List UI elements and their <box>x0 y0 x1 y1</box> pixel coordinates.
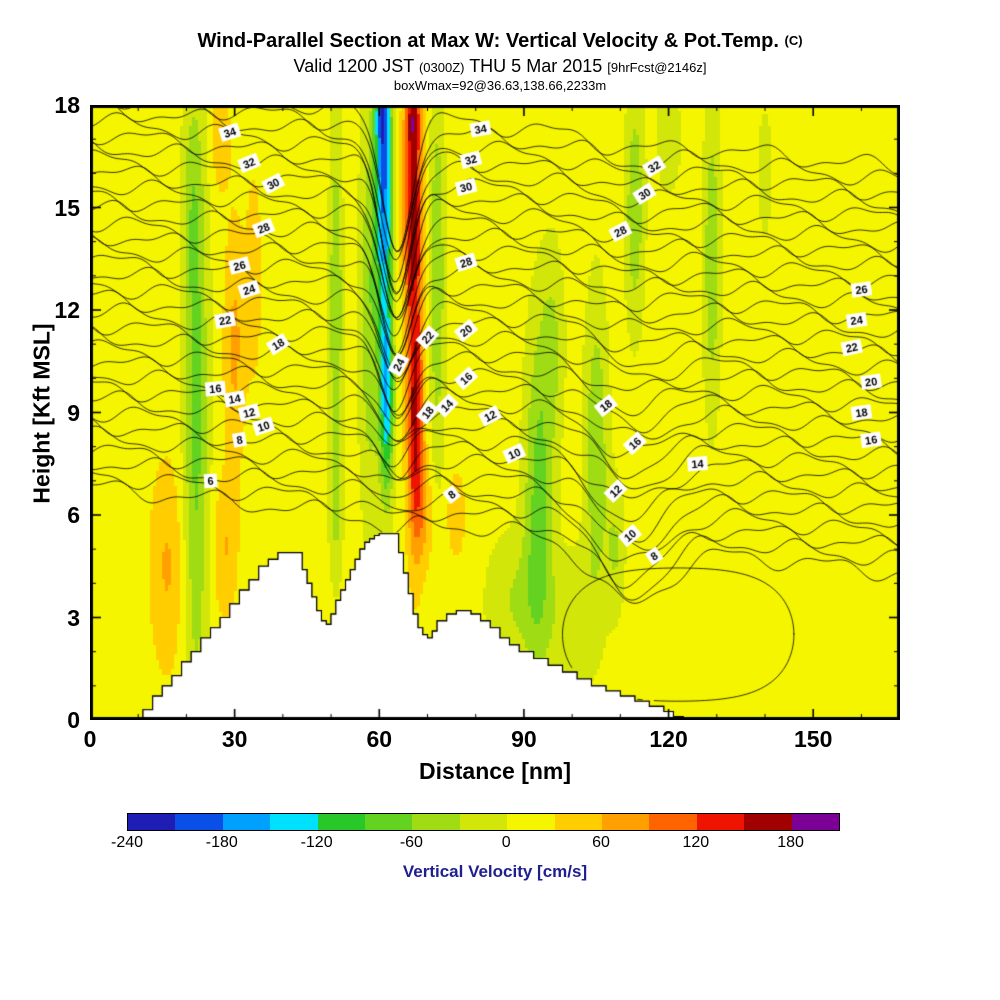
y-tick-label: 18 <box>54 92 80 118</box>
colorbar-tick-label: 0 <box>501 834 511 851</box>
colorbar-segment <box>365 814 413 830</box>
y-tick-label: 12 <box>54 297 80 323</box>
x-tick-label: 0 <box>83 726 97 752</box>
colorbar-segment <box>649 814 697 830</box>
colorbar-tick-label: -240 <box>110 834 144 851</box>
colorbar-tick-label: 60 <box>592 834 610 851</box>
colorbar-segment <box>507 814 555 830</box>
title-units: (C) <box>784 33 803 48</box>
x-axis-label: Distance [nm] <box>418 758 572 784</box>
colorbar-segment <box>128 814 176 830</box>
colorbar-tick-label: 120 <box>682 834 710 851</box>
valid-date: THU 5 Mar 2015 <box>469 56 603 76</box>
valid-time: Valid 1200 JST <box>293 56 414 76</box>
x-tick-label: 90 <box>511 726 537 752</box>
colorbar-segment <box>602 814 650 830</box>
colorbar-segment <box>791 814 840 830</box>
colorbar-segment <box>696 814 745 830</box>
colorbar-segment <box>270 814 318 830</box>
colorbar-segment <box>412 814 460 830</box>
section-plot-canvas <box>90 105 900 720</box>
colorbar-segment <box>175 814 223 830</box>
colorbar <box>127 813 840 831</box>
y-tick-label: 6 <box>67 502 80 528</box>
x-tick-label: 150 <box>794 726 833 752</box>
valid-utc: (0300Z) <box>418 60 465 75</box>
subtitle: Valid 1200 JST (0300Z) THU 5 Mar 2015 [9… <box>0 56 1000 77</box>
colorbar-segment <box>744 814 792 830</box>
forecast-info: [9hrFcst@2146z] <box>607 60 707 75</box>
colorbar-tick-label: -120 <box>300 834 333 851</box>
colorbar-tick-label: 180 <box>777 834 804 851</box>
colorbar-tick-label: -180 <box>205 834 238 851</box>
colorbar-segment <box>459 814 508 830</box>
y-tick-label: 3 <box>67 604 80 631</box>
colorbar-segment <box>317 814 366 830</box>
x-tick-label: 30 <box>221 726 248 752</box>
y-tick-label: 9 <box>67 399 80 426</box>
box-max-info: boxWmax=92@36.63,138.66,2233m <box>393 78 607 93</box>
y-tick-label: 15 <box>54 194 80 221</box>
colorbar-segment <box>222 814 271 830</box>
colorbar-segment <box>554 814 603 830</box>
colorbar-label: Vertical Velocity [cm/s] <box>402 862 588 881</box>
page-title: Wind-Parallel Section at Max W: Vertical… <box>0 30 1000 53</box>
title-text: Wind-Parallel Section at Max W: Vertical… <box>197 30 779 52</box>
plot-area <box>90 105 900 720</box>
x-tick-label: 120 <box>649 726 688 752</box>
x-tick-label: 60 <box>366 726 393 752</box>
y-tick-label: 0 <box>67 707 80 733</box>
colorbar-tick-label: -60 <box>399 834 423 851</box>
